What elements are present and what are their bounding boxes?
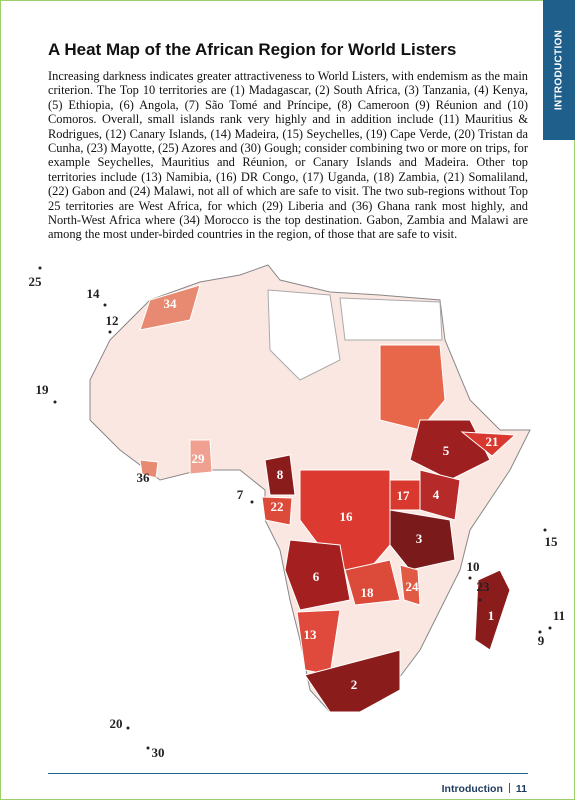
map-label: 20 [110, 716, 123, 731]
map-label: 2 [351, 677, 358, 692]
island [478, 598, 482, 602]
region-malawi [399, 564, 421, 606]
region-cameroon [264, 454, 296, 496]
region-south-africa [304, 649, 401, 713]
island [548, 626, 552, 630]
region-gabon [261, 496, 293, 526]
map-label: 14 [87, 286, 101, 301]
map-label: 34 [164, 296, 178, 311]
side-tab-text: INTRODUCTION [553, 29, 565, 111]
map-label: 8 [277, 467, 284, 482]
map-label: 18 [361, 585, 375, 600]
map-label: 36 [137, 470, 151, 485]
page-number: 11 [515, 783, 527, 795]
map-label: 25 [29, 274, 43, 289]
island [543, 528, 547, 532]
region-liberia [139, 459, 159, 479]
island [468, 576, 472, 580]
map-label: 22 [271, 499, 284, 514]
side-tab: INTRODUCTION [543, 0, 575, 140]
region-madagascar [474, 569, 511, 651]
map-label: 23 [477, 579, 491, 594]
map-label: 13 [304, 627, 318, 642]
map-label: 6 [313, 569, 320, 584]
map-label: 16 [340, 509, 354, 524]
map-label: 7 [237, 487, 244, 502]
map-labels: 25 14 12 34 19 21 5 29 8 36 7 17 4 22 16… [29, 274, 566, 760]
map-label: 11 [553, 608, 565, 623]
island [250, 500, 254, 504]
region-egypt [339, 297, 443, 341]
region-ghana [189, 439, 213, 475]
heat-map: 25 14 12 34 19 21 5 29 8 36 7 17 4 22 16… [29, 264, 566, 760]
map-label: 4 [433, 487, 440, 502]
map-label: 5 [443, 443, 450, 458]
island [538, 630, 542, 634]
map-label: 10 [467, 559, 480, 574]
region-sudan [379, 344, 446, 431]
regions [89, 264, 531, 713]
region-morocco [139, 284, 201, 331]
footer-rule [48, 773, 528, 774]
island [38, 266, 42, 270]
island [103, 303, 107, 307]
body-text: Increasing darkness indicates greater at… [48, 69, 528, 242]
map-label: 21 [486, 434, 499, 449]
region-angola [284, 539, 351, 611]
region-libya [267, 289, 341, 381]
island [108, 330, 112, 334]
title: A Heat Map of the African Region for Wor… [48, 40, 457, 59]
island [146, 746, 150, 750]
footer-separator [508, 783, 510, 793]
map-label: 19 [36, 382, 50, 397]
map-label: 3 [416, 531, 423, 546]
region-zambia [344, 559, 401, 606]
island [53, 400, 57, 404]
footer: Introduction 11 [442, 783, 527, 795]
map-label: 1 [488, 608, 495, 623]
map-label: 15 [545, 534, 559, 549]
islands [38, 266, 552, 750]
map-label: 29 [192, 451, 206, 466]
footer-section: Introduction [441, 783, 503, 795]
map-label: 17 [397, 488, 411, 503]
map-label: 30 [152, 745, 165, 760]
map-label: 9 [538, 633, 545, 648]
island [126, 726, 130, 730]
map-label: 12 [106, 313, 119, 328]
region-somaliland [460, 431, 517, 457]
map-label: 24 [406, 579, 420, 594]
